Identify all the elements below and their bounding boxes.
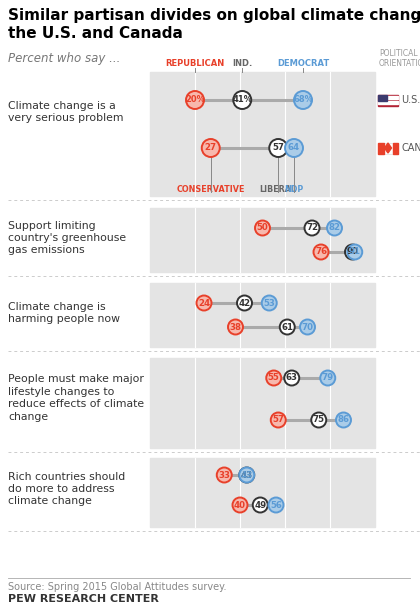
Text: 41%: 41% [232,95,252,105]
Circle shape [237,296,252,310]
Bar [150,358,375,448]
Circle shape [202,139,220,157]
Text: NDP: NDP [284,185,304,194]
Text: 61: 61 [281,323,293,331]
Text: 90: 90 [346,248,358,256]
Circle shape [268,498,284,513]
Circle shape [269,139,287,157]
Text: Source: Spring 2015 Global Attitudes survey.: Source: Spring 2015 Global Attitudes sur… [8,582,226,592]
Text: LIBERAL: LIBERAL [260,185,297,194]
Text: 64: 64 [288,144,300,153]
Bar [378,98,398,99]
Circle shape [253,498,268,513]
Bar [378,103,398,104]
Circle shape [233,498,247,513]
Text: CONSERVATIVE: CONSERVATIVE [176,185,245,194]
Circle shape [327,221,342,235]
Text: Similar partisan divides on global climate change in
the U.S. and Canada: Similar partisan divides on global clima… [8,8,420,41]
Bar [378,142,398,153]
Bar [150,72,375,196]
Text: 72: 72 [306,224,318,232]
Bar [378,100,398,102]
Circle shape [347,245,362,259]
Text: POLITICAL
ORIENTATION: POLITICAL ORIENTATION [379,49,420,68]
Circle shape [300,320,315,334]
Text: 55: 55 [268,373,280,383]
Circle shape [345,245,360,259]
Text: 50: 50 [257,224,268,232]
Circle shape [197,296,212,310]
Text: Climate change is a
very serious problem: Climate change is a very serious problem [8,101,123,123]
Circle shape [266,370,281,386]
Circle shape [186,91,204,109]
Bar [378,94,398,105]
Text: 63: 63 [286,373,298,383]
Bar [150,458,375,527]
Text: 43: 43 [241,471,253,479]
Circle shape [262,296,277,310]
Bar [150,208,375,272]
Bar [378,95,398,97]
Bar [378,94,387,100]
Text: 27: 27 [205,144,217,153]
Text: 68%: 68% [293,95,313,105]
Text: 82: 82 [328,224,341,232]
Text: People must make major
lifestyle changes to
reduce effects of climate
change: People must make major lifestyle changes… [8,375,144,421]
Circle shape [239,468,254,482]
Circle shape [239,468,254,482]
Text: 40: 40 [234,500,246,509]
Polygon shape [384,143,391,153]
Circle shape [311,413,326,428]
Text: 91: 91 [349,248,361,256]
Circle shape [255,221,270,235]
Text: PEW RESEARCH CENTER: PEW RESEARCH CENTER [8,594,159,604]
Text: Climate change is
harming people now: Climate change is harming people now [8,302,120,324]
Text: Rich countries should
do more to address
climate change: Rich countries should do more to address… [8,472,125,506]
Text: CANADA: CANADA [401,143,420,153]
Circle shape [320,370,335,386]
Circle shape [294,91,312,109]
Circle shape [228,320,243,334]
Text: U.S.: U.S. [401,95,420,105]
Text: 75: 75 [313,416,325,424]
Text: 76: 76 [315,248,327,256]
Circle shape [284,370,299,386]
Circle shape [217,468,232,482]
Circle shape [304,221,320,235]
Text: 79: 79 [322,373,334,383]
Text: 57: 57 [272,144,284,153]
Circle shape [280,320,295,334]
Text: 86: 86 [338,416,349,424]
Text: IND.: IND. [232,59,252,68]
Text: Percent who say ...: Percent who say ... [8,52,121,65]
Text: 43: 43 [241,471,253,479]
Text: 33: 33 [218,471,230,479]
Circle shape [271,413,286,428]
Text: 53: 53 [263,299,275,307]
Circle shape [285,139,303,157]
Text: 38: 38 [229,323,242,331]
Bar [393,142,398,153]
Text: 49: 49 [254,500,266,509]
Text: 24: 24 [198,299,210,307]
Circle shape [233,91,251,109]
Text: 42: 42 [239,299,251,307]
Bar [378,142,383,153]
Text: 57: 57 [272,416,284,424]
Text: 70: 70 [302,323,313,331]
Circle shape [336,413,351,428]
Bar [150,283,375,347]
Text: 56: 56 [270,500,282,509]
Circle shape [313,245,328,259]
Text: 20%: 20% [185,95,205,105]
Text: DEMOCRAT: DEMOCRAT [277,59,329,68]
Text: REPUBLICAN: REPUBLICAN [165,59,225,68]
Text: Support limiting
country's greenhouse
gas emissions: Support limiting country's greenhouse ga… [8,221,126,256]
